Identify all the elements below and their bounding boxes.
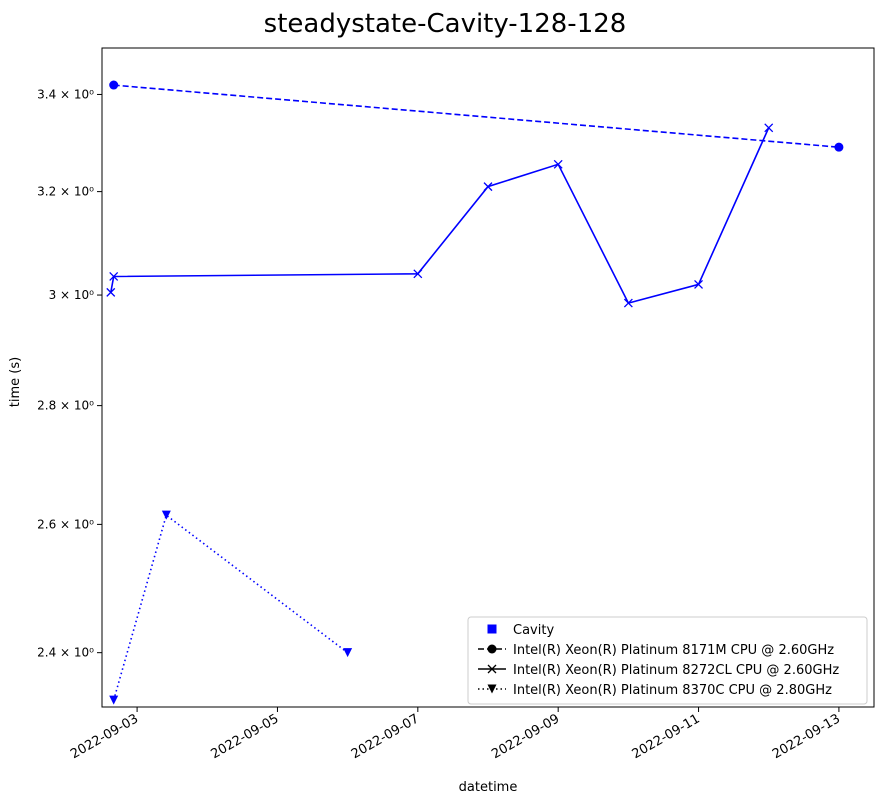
- series-layer: [106, 80, 844, 705]
- y-tick-label-2: 2.6 × 10⁰: [37, 517, 94, 531]
- legend-marker-1: [487, 624, 497, 634]
- series-2-point-7: [694, 279, 704, 289]
- series-1-line: [113, 84, 839, 148]
- legend-label-4: Intel(R) Xeon(R) Platinum 8370C CPU @ 2.…: [513, 683, 832, 698]
- series-1: [109, 80, 844, 152]
- y-tick-label-4: 3 × 10⁰: [49, 288, 95, 302]
- legend-entry-4: Intel(R) Xeon(R) Platinum 8370C CPU @ 2.…: [478, 683, 832, 698]
- series-3-point-3: [343, 648, 353, 658]
- legend-label-2: Intel(R) Xeon(R) Platinum 8171M CPU @ 2.…: [513, 643, 834, 658]
- series-2: [106, 123, 774, 308]
- series-2-point-4: [483, 182, 493, 192]
- legend-entry-2: Intel(R) Xeon(R) Platinum 8171M CPU @ 2.…: [478, 643, 834, 658]
- series-1-point-2: [834, 142, 844, 152]
- series-2-point-8: [764, 123, 774, 133]
- y-tick-label-6: 3.4 × 10⁰: [37, 87, 94, 101]
- legend-marker-2: [487, 644, 497, 654]
- series-2-point-5: [553, 159, 563, 169]
- y-tick-label-3: 2.8 × 10⁰: [37, 399, 94, 413]
- series-1-point-1: [109, 80, 119, 90]
- legend-label-3: Intel(R) Xeon(R) Platinum 8272CL CPU @ 2…: [513, 663, 839, 678]
- legend: Cavity Intel(R) Xeon(R) Platinum 8171M CP…: [467, 616, 868, 705]
- y-tick-label-5: 3.2 × 10⁰: [37, 185, 94, 199]
- series-2-point-2: [109, 271, 119, 281]
- plot-area-frame: [101, 47, 875, 708]
- series-2-point-1: [106, 287, 116, 297]
- series-2-line: [110, 127, 770, 305]
- series-3-line: [112, 513, 349, 701]
- chart-title: steadystate-Cavity-128-128: [264, 9, 627, 39]
- series-2-point-6: [623, 298, 633, 308]
- legend-entry-1: Cavity: [487, 623, 554, 638]
- legend-entry-3: Intel(R) Xeon(R) Platinum 8272CL CPU @ 2…: [478, 663, 839, 678]
- legend-box: [467, 616, 868, 705]
- series-3-point-1: [109, 695, 119, 705]
- y-axis-label: time (s): [8, 357, 23, 407]
- legend-label-1: Cavity: [513, 623, 554, 638]
- series-3-point-2: [161, 510, 171, 520]
- series-3: [109, 510, 353, 705]
- y-tick-label-1: 2.4 × 10⁰: [37, 646, 94, 660]
- series-2-point-3: [413, 269, 423, 279]
- legend-marker-4: [487, 684, 497, 694]
- legend-marker-3: [487, 664, 497, 674]
- x-axis-label: datetime: [459, 780, 518, 795]
